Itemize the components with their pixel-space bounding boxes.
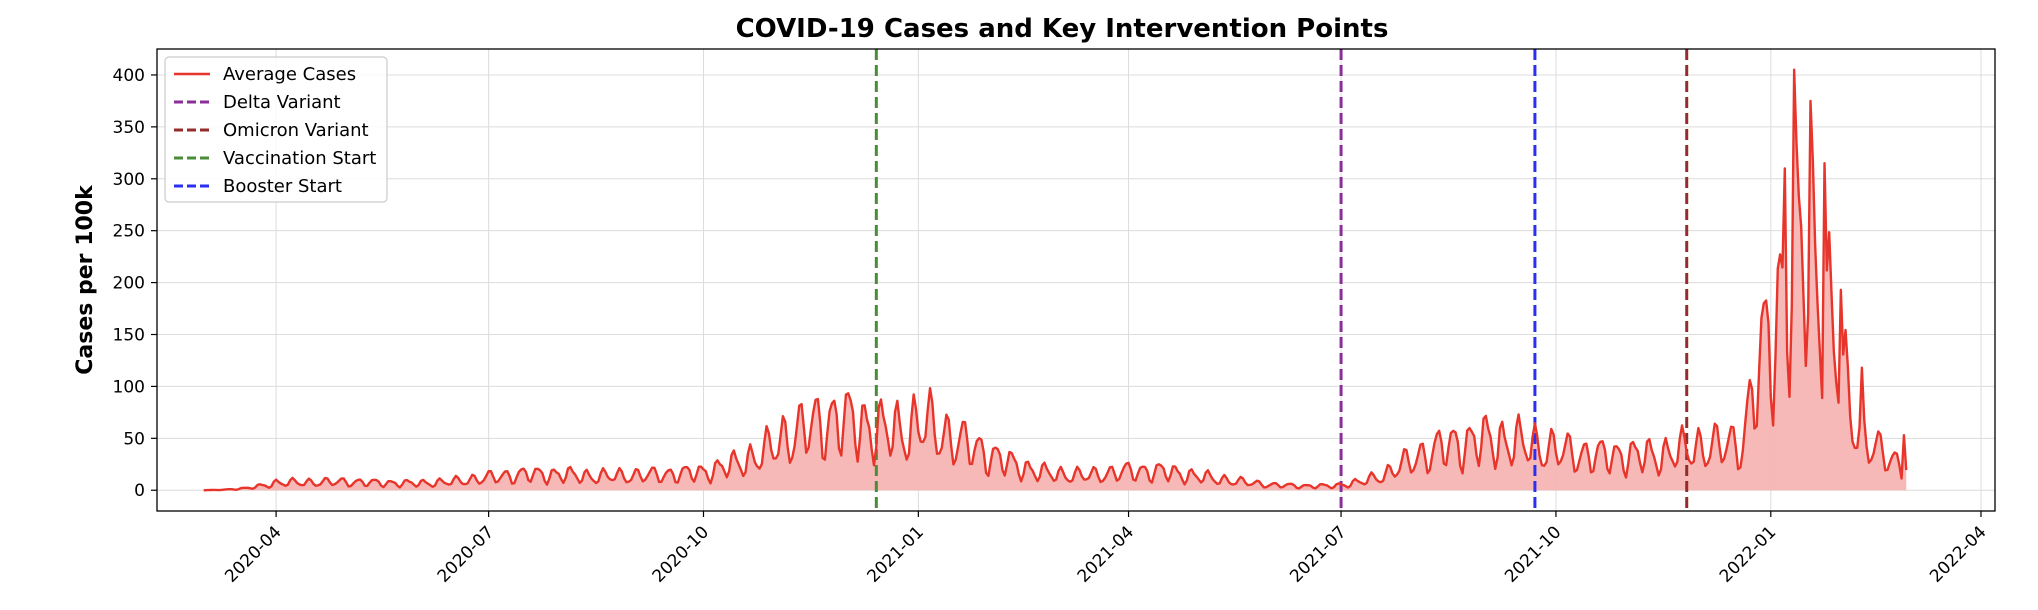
y-tick-label: 300 (113, 170, 145, 190)
y-tick-label: 200 (113, 274, 145, 294)
legend-label: Omicron Variant (223, 120, 369, 141)
legend-label: Booster Start (223, 176, 342, 197)
series-line-average-cases (203, 68, 1908, 492)
y-tick-label: 250 (113, 222, 145, 242)
y-tick-label: 0 (134, 481, 145, 501)
y-tick-label: 150 (113, 326, 145, 346)
legend-label: Vaccination Start (223, 148, 376, 169)
plot-frame (156, 48, 1996, 512)
legend-box (164, 56, 388, 203)
y-tick-label: 400 (113, 66, 145, 86)
y-tick-label: 350 (113, 118, 145, 138)
y-axis-ticks: 0 50 100 150 200 250 300 350 400 (113, 66, 157, 501)
y-axis-label: Cases per 100k (73, 184, 98, 375)
legend: Average Cases Delta Variant Omicron Varian… (164, 56, 388, 203)
legend-label: Delta Variant (223, 92, 341, 113)
legend-label: Average Cases (223, 64, 356, 85)
series-line-layer (203, 68, 1908, 492)
y-tick-label: 100 (113, 377, 145, 397)
y-tick-label: 50 (123, 429, 145, 449)
chart-title: COVID-19 Cases and Key Intervention Poin… (736, 14, 1389, 44)
